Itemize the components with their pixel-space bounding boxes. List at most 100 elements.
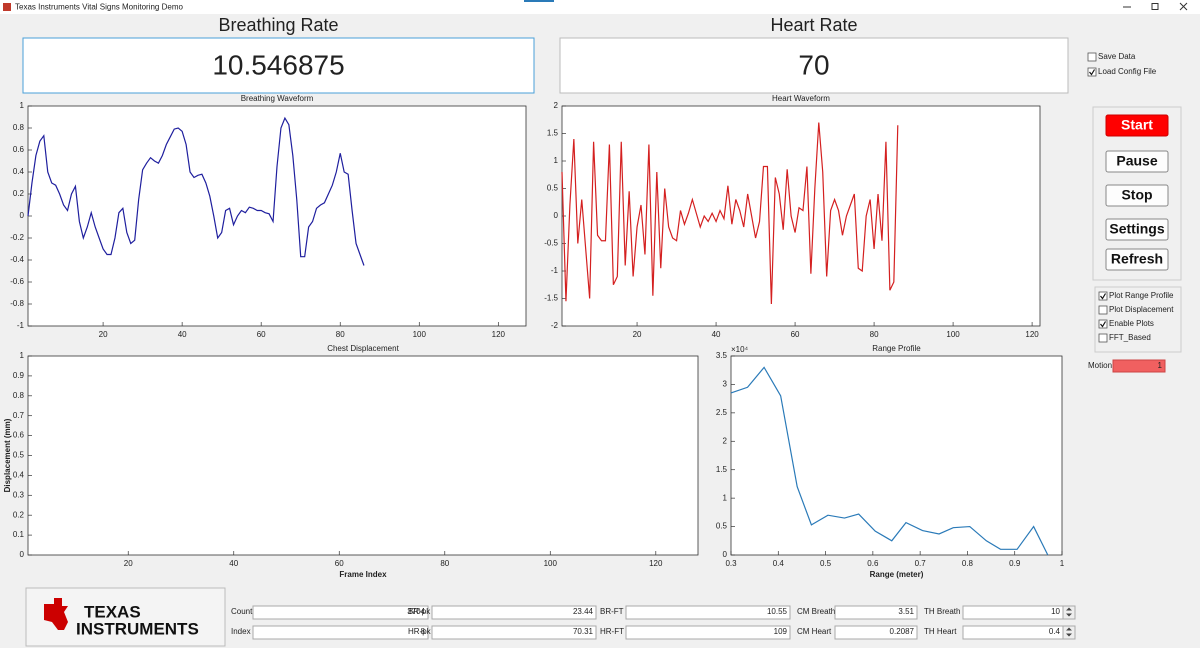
spinner[interactable] [1062,605,1076,620]
button[interactable] [1105,150,1169,173]
x-tick-label: 80 [870,330,879,339]
button-label: Stop [1121,187,1152,203]
button[interactable] [1105,218,1169,241]
y-tick-label: 1 [723,493,728,502]
x-axis-label: Frame Index [339,570,387,579]
field-label: Index [231,627,251,636]
x-tick-label: 0.4 [773,559,785,568]
check-mark [1089,69,1096,76]
button[interactable] [1105,248,1169,271]
y-tick-label: 0 [20,550,25,559]
logo-text: TEXAS [84,602,141,621]
x-tick-label: 60 [335,559,344,568]
field-box [834,625,918,640]
x-tick-label: 60 [257,330,266,339]
y-tick-label: 1 [20,351,25,360]
y-tick-label: -0.2 [10,233,24,242]
button[interactable] [1105,184,1169,207]
field-value: 70.31 [573,627,594,636]
field-box[interactable] [962,605,1064,620]
plot-area [27,355,699,556]
field-value: 3.51 [898,607,914,616]
options-panel [1094,286,1182,353]
restore-button[interactable] [1151,3,1159,10]
y-tick-label: 0.6 [13,431,25,440]
y-tick-label: 1 [20,101,25,110]
y-tick-label: 0.4 [13,471,25,480]
field-value: 0.2087 [890,627,915,636]
readout-heading: Breathing Rate [218,15,338,35]
x-tick-label: 0.7 [915,559,927,568]
field-box [431,605,597,620]
field-label: HR-pk [408,627,432,636]
x-tick-label: 0.9 [1009,559,1021,568]
y-tick-label: 0.6 [13,145,25,154]
y-tick-label: 0 [20,211,25,220]
charts: Breathing Waveform -1 -0.8 -0.6 -0.4 -0.2 0 0.2… [3,94,1065,579]
x-tick-label: 40 [712,330,721,339]
chart-title: Breathing Waveform [241,94,314,103]
y-tick-label: 2.5 [716,408,728,417]
button-label: Refresh [1111,251,1163,267]
checkbox-label: Save Data [1098,52,1136,61]
line-series [27,116,365,266]
x-tick-label: 100 [946,330,960,339]
x-tick-label: 0.6 [867,559,879,568]
x-tick-label: 20 [124,559,133,568]
field-label: CM Breath [797,607,835,616]
checkbox-label: Load Config File [1098,67,1157,76]
checkbox[interactable] [1087,52,1097,62]
window-title: Texas Instruments Vital Signs Monitoring… [15,3,183,12]
y-exponent: ×10⁴ [731,345,749,354]
y-tick-label: 0.5 [547,184,559,193]
x-tick-label: 40 [229,559,238,568]
x-tick-label: 120 [492,330,506,339]
readout-value: 10.546875 [212,49,344,80]
field-value: 0.4 [1049,627,1061,636]
app-icon [3,3,11,11]
field-value: 3704 [407,607,425,616]
y-tick-label: 2 [554,101,559,110]
spinner[interactable] [1062,625,1076,640]
field-value: 23.44 [573,607,594,616]
y-tick-label: 1.5 [547,129,559,138]
chart-title: Heart Waveform [772,94,830,103]
line-series [561,122,899,305]
title-bar [0,0,1200,14]
y-tick-label: 0.5 [13,451,25,460]
x-tick-label: 120 [649,559,663,568]
y-tick-label: -1.5 [544,294,558,303]
field-label: BR-FT [600,607,624,616]
button-label: Settings [1109,221,1164,237]
checkbox[interactable] [1098,333,1108,343]
readout-box [22,37,535,94]
checkbox[interactable] [1098,319,1108,329]
field-value: 109 [774,627,788,636]
controls: Breathing Rate 10.546875 Heart Rate 70 Save … [22,15,1182,640]
chart-title: Range Profile [872,344,921,353]
x-tick-label: 40 [178,330,187,339]
checkbox[interactable] [1098,291,1108,301]
x-tick-label: 120 [1025,330,1039,339]
y-tick-label: -0.5 [544,239,558,248]
y-tick-label: -2 [551,321,559,330]
field-value: 10.55 [767,607,788,616]
check-mark [1100,293,1107,300]
checkbox-label: Enable Plots [1109,319,1154,328]
x-tick-label: 60 [791,330,800,339]
y-tick-label: 0 [554,211,559,220]
checkbox[interactable] [1098,305,1108,315]
y-tick-label: 3.5 [716,351,728,360]
field-label: TH Heart [924,627,957,636]
checkbox[interactable] [1087,67,1097,77]
readout-value: 70 [798,49,829,80]
x-tick-label: 100 [544,559,558,568]
field-box [625,605,791,620]
button[interactable] [1105,114,1169,137]
close-button[interactable] [1179,2,1188,11]
y-tick-label: -0.4 [10,255,24,264]
field-box [834,605,918,620]
field-value: 8 [421,627,426,636]
chart-title: Chest Displacement [327,344,399,353]
